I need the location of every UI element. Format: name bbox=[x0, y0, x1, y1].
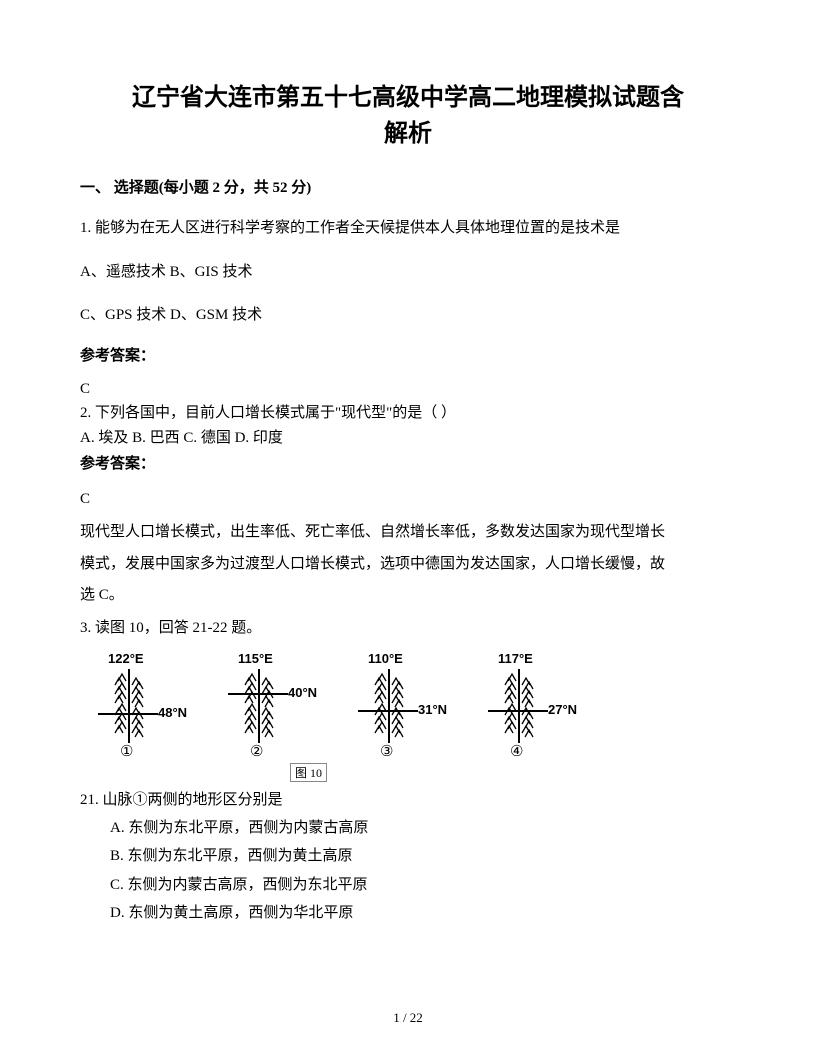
diagram-number: ③ bbox=[380, 742, 393, 761]
title-line2: 解析 bbox=[384, 120, 432, 147]
q3-option-c: C. 东侧为内蒙古高原，西侧为东北平原 bbox=[110, 871, 736, 900]
section-header: 一、 选择题(每小题 2 分，共 52 分) bbox=[80, 176, 736, 197]
page-footer: 1 / 22 bbox=[0, 1010, 816, 1026]
q1-options-cd: C、GPS 技术 D、GSM 技术 bbox=[80, 300, 736, 332]
q3-subquestion: 21. 山脉①两侧的地形区分别是 bbox=[80, 788, 736, 814]
q1-answer-label: 参考答案： bbox=[80, 344, 736, 365]
q1-text: 1. 能够为在无人区进行科学考察的工作者全天候提供本人具体地理位置的是技术是 bbox=[80, 213, 736, 245]
q1-options-ab: A、遥感技术 B、GIS 技术 bbox=[80, 257, 736, 289]
mountain-diagram-2: 115°E40°N② bbox=[220, 651, 320, 761]
mountain-diagram-3: 110°E31°N③ bbox=[350, 651, 450, 761]
q3-option-d: D. 东侧为黄土高原，西侧为华北平原 bbox=[110, 899, 736, 928]
diagram-number: ② bbox=[250, 742, 263, 761]
longitude-label: 122°E bbox=[108, 651, 144, 666]
mountain-icon bbox=[90, 667, 190, 767]
longitude-label: 115°E bbox=[238, 651, 273, 666]
q2-options: A. 埃及 B. 巴西 C. 德国 D. 印度 bbox=[80, 426, 736, 452]
q3-option-a: A. 东侧为东北平原，西侧为内蒙古高原 bbox=[110, 814, 736, 843]
mountain-diagram-4: 117°E27°N④ bbox=[480, 651, 580, 761]
q2-explanation-3: 选 C。 bbox=[80, 580, 736, 612]
q2-explanation-1: 现代型人口增长模式，出生率低、死亡率低、自然增长率低，多数发达国家为现代型增长 bbox=[80, 517, 736, 549]
diagram-number: ① bbox=[120, 742, 133, 761]
q2-answer: C bbox=[80, 487, 736, 511]
mountain-icon bbox=[480, 667, 580, 767]
figure-10: 122°E48°N① 115°E40°N② 110°E31°N③ 117°E27°N④… bbox=[80, 651, 736, 782]
mountain-icon bbox=[350, 667, 450, 767]
q2-text: 2. 下列各国中，目前人口增长模式属于"现代型"的是（ ） bbox=[80, 401, 736, 427]
longitude-label: 110°E bbox=[368, 651, 403, 666]
diagram-number: ④ bbox=[510, 742, 523, 761]
exam-title: 辽宁省大连市第五十七高级中学高二地理模拟试题含 解析 bbox=[80, 80, 736, 152]
q3-intro: 3. 读图 10，回答 21-22 题。 bbox=[80, 616, 736, 642]
mountain-diagram-1: 122°E48°N① bbox=[90, 651, 190, 761]
q2-explanation-2: 模式，发展中国家多为过渡型人口增长模式，选项中德国为发达国家，人口增长缓慢，故 bbox=[80, 549, 736, 581]
q2-answer-label: 参考答案： bbox=[80, 452, 736, 478]
title-line1: 辽宁省大连市第五十七高级中学高二地理模拟试题含 bbox=[132, 84, 684, 111]
mountain-icon bbox=[220, 667, 320, 767]
q3-option-b: B. 东侧为东北平原，西侧为黄土高原 bbox=[110, 842, 736, 871]
longitude-label: 117°E bbox=[498, 651, 533, 666]
q1-answer: C bbox=[80, 377, 736, 401]
